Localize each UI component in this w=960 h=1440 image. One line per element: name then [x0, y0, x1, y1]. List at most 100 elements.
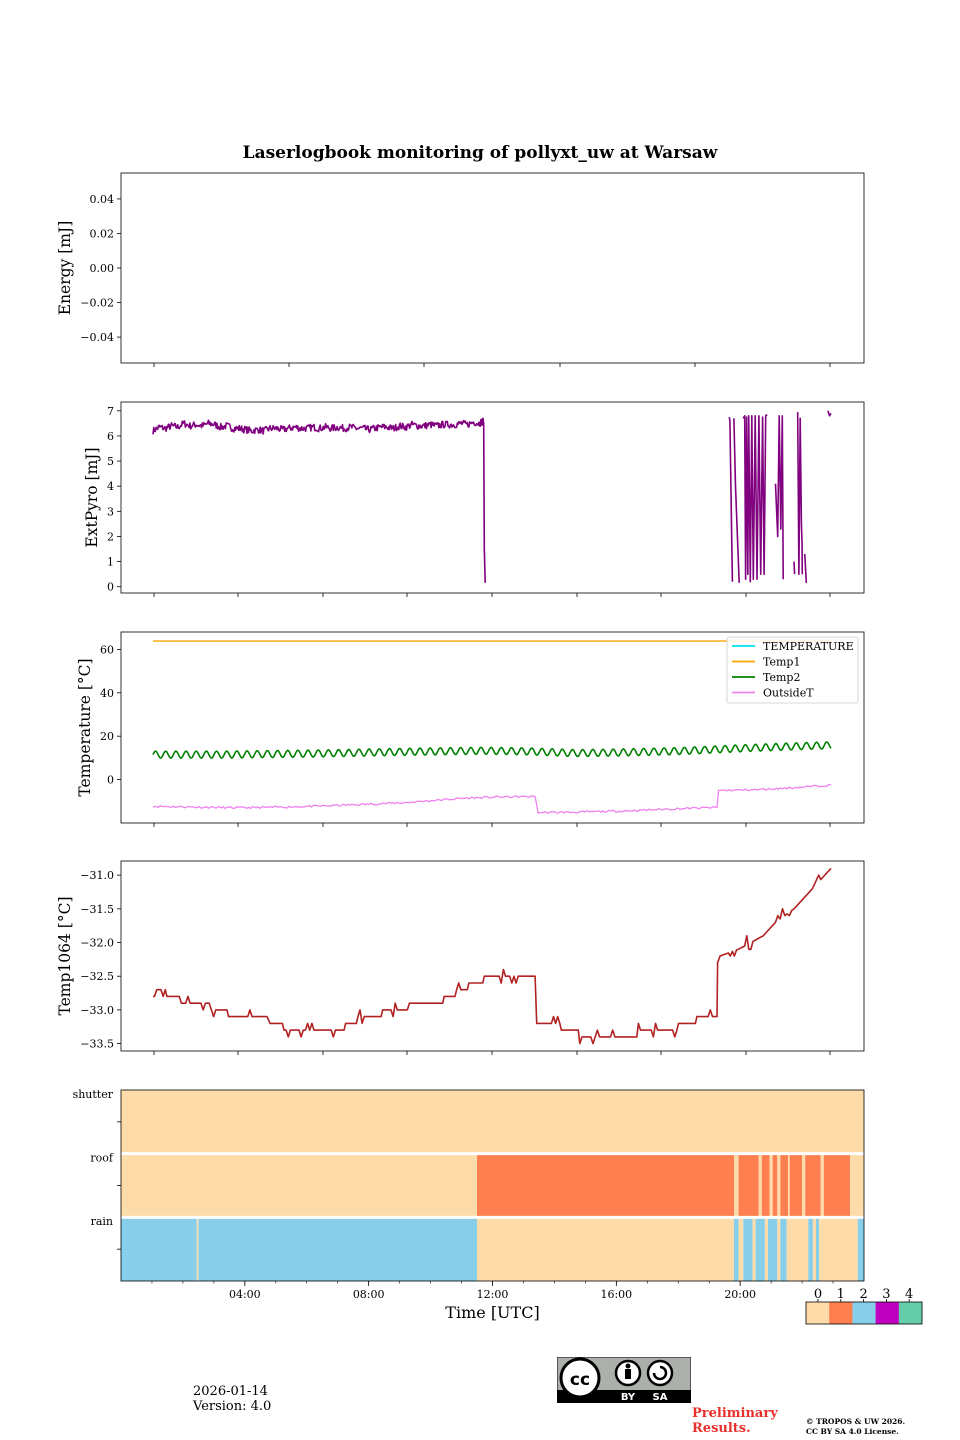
status-cell-roof — [777, 1153, 781, 1218]
x-tick-label: 20:00 — [724, 1288, 756, 1301]
temp2-line — [152, 741, 832, 759]
temp1064-line — [153, 867, 832, 1045]
cc-sa-text: SA — [653, 1392, 668, 1403]
y-tick-label: 1 — [107, 556, 114, 569]
legend-frame — [726, 636, 859, 704]
extpyro-line-segment — [742, 413, 768, 583]
panel-energy-frame — [120, 172, 865, 364]
status-row-label: shutter — [73, 1088, 114, 1101]
colorbar-tick-label: 2 — [859, 1287, 867, 1302]
status-cell-rain — [196, 1217, 199, 1281]
panel-temp1064: −31.0 −31.5 −32.0 −32.5 −33.0 −33.5 Temp1064 [… — [56, 860, 865, 1055]
colorbar-cell-3 — [875, 1302, 900, 1324]
figure-title: Laserlogbook monitoring of pollyxt_uw at… — [243, 143, 718, 163]
status-cell-rain — [780, 1217, 787, 1281]
version-label: Version: 4.0 — [193, 1399, 272, 1414]
status-cell-rain — [738, 1217, 744, 1281]
status-cell-roof — [788, 1153, 790, 1218]
status-cell-roof — [802, 1153, 806, 1218]
x-axis-label: Time [UTC] — [445, 1303, 539, 1322]
legend-label: Temp1 — [763, 656, 800, 669]
status-cell-roof — [780, 1153, 789, 1218]
colorbar-cell-1 — [829, 1302, 853, 1324]
panel-temperature-frame — [120, 631, 865, 824]
y-axis-label: Temp1064 [°C] — [56, 896, 74, 1015]
status-cell-rain — [764, 1217, 768, 1281]
y-axis-label: ExtPyro [mJ] — [83, 447, 101, 547]
status-cell-rain — [121, 1217, 197, 1281]
legend-label: Temp2 — [763, 671, 800, 684]
extpyro-line-segment — [728, 416, 734, 582]
y-tick-label: 4 — [107, 480, 114, 493]
status-cell-rain — [768, 1217, 778, 1281]
y-tick-label: 2 — [107, 530, 114, 543]
y-tick-label: −0.04 — [80, 331, 114, 344]
status-cell-rain — [198, 1217, 477, 1281]
status-cell-roof — [738, 1153, 759, 1218]
extpyro-line-segment — [827, 410, 832, 417]
status-row-label: rain — [91, 1215, 113, 1228]
status-cell-rain — [808, 1217, 813, 1281]
colorbar-frame — [805, 1301, 923, 1325]
status-cell-shutter — [121, 1090, 864, 1154]
panel-extpyro: 0 1 2 3 4 5 6 7 ExtPyro [mJ] — [83, 401, 865, 597]
status-cell-roof — [823, 1153, 851, 1218]
status-cell-rain — [755, 1217, 765, 1281]
y-tick-label: −0.02 — [80, 297, 114, 310]
status-cell-rain — [819, 1217, 858, 1281]
status-cell-rain — [812, 1217, 816, 1281]
extpyro-line-segment — [796, 412, 804, 576]
cc-logo-text: cc — [570, 1370, 590, 1390]
status-cell-roof — [789, 1153, 803, 1218]
copyright-notice: © TROPOS & UW 2026. CC BY SA 4.0 License… — [806, 1417, 905, 1437]
y-axis-label: Temperature [°C] — [76, 658, 94, 796]
x-tick-label: 04:00 — [229, 1288, 261, 1301]
y-tick-label: −32.5 — [80, 970, 114, 983]
y-tick-label: −31.0 — [80, 869, 114, 882]
panel-temp1064-frame — [120, 860, 865, 1052]
x-tick-label: 12:00 — [477, 1288, 509, 1301]
status-row-label: roof — [90, 1152, 114, 1165]
date-version-block: 2026-01-14 Version: 4.0 — [193, 1384, 271, 1414]
colorbar-cell-2 — [852, 1302, 876, 1324]
colorbar-cell-4 — [898, 1302, 923, 1324]
panel-status: shutter roof rain 04:00 08:00 12:00 16:00 20:00… — [73, 1088, 923, 1325]
preliminary-line2: Results. — [692, 1421, 751, 1436]
y-tick-label: −31.5 — [80, 903, 114, 916]
y-tick-label: 6 — [107, 430, 114, 443]
status-cell-rain — [816, 1217, 820, 1281]
colorbar-tick-label: 3 — [882, 1287, 890, 1302]
status-cell-rain — [734, 1217, 739, 1281]
status-cell-roof — [850, 1153, 864, 1218]
extpyro-line-segment — [733, 418, 740, 583]
extpyro-line-segment — [152, 417, 486, 583]
legend-label: TEMPERATURE — [763, 640, 854, 653]
status-cell-roof — [477, 1153, 734, 1218]
status-cell-roof — [758, 1153, 762, 1218]
panel-energy: 0.04 0.02 0.00 −0.02 −0.04 Energy [mJ] — [56, 172, 865, 367]
extpyro-line-segment — [774, 414, 785, 580]
x-tick-label: 16:00 — [600, 1288, 632, 1301]
copyright-line1: © TROPOS & UW 2026. — [806, 1417, 906, 1426]
y-tick-label: 3 — [107, 505, 114, 518]
status-cell-rain — [477, 1217, 734, 1281]
copyright-line2: CC BY SA 4.0 License. — [806, 1427, 899, 1436]
y-tick-label: −33.0 — [80, 1004, 114, 1017]
cc-by-text: BY — [621, 1392, 636, 1403]
y-tick-label: 0.00 — [90, 262, 115, 275]
cc-by-sa-badge: cc BY SA — [556, 1356, 692, 1404]
extpyro-line-segment — [804, 553, 808, 583]
processing-date: 2026-01-14 — [193, 1384, 268, 1399]
y-tick-label: 60 — [100, 643, 114, 656]
preliminary-line1: Preliminary — [692, 1406, 778, 1421]
y-tick-label: 0.04 — [90, 193, 115, 206]
extpyro-line-segment — [793, 561, 796, 575]
status-cell-roof — [734, 1153, 739, 1218]
status-cell-roof — [761, 1153, 770, 1218]
y-tick-label: −33.5 — [80, 1038, 114, 1051]
status-cell-rain — [743, 1217, 753, 1281]
status-cell-roof — [769, 1153, 773, 1218]
status-cell-rain — [752, 1217, 756, 1281]
